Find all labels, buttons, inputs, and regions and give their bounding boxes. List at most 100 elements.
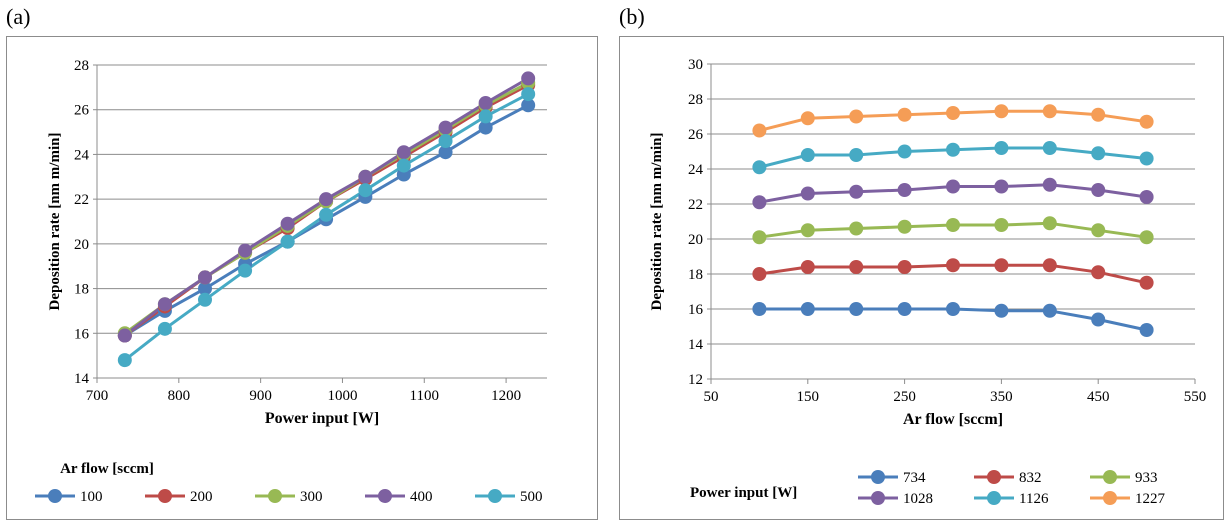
chart-b-series-1227-point [1042,104,1057,119]
chart-a-series-400-point [358,169,373,184]
chart-a-series-500-point [280,234,295,249]
chart-b-x-axis-title: Ar flow [sccm] [903,411,1003,428]
chart-a-legend-label: 400 [410,489,433,505]
chart-b-y-tick-label: 26 [688,127,704,143]
chart-b-series-1126-point [800,148,815,162]
chart-b-series-832-point [1042,258,1057,273]
chart-b-series-1028-point [1139,190,1154,204]
chart-a-legend-label: 100 [80,489,103,505]
chart-a-series-500-point [521,87,536,102]
chart-b-series-832-point [849,260,864,274]
chart-a-y-tick-label: 22 [74,192,89,208]
chart-b-series-832-point [752,267,767,281]
chart-b-series-1028-point [994,179,1009,194]
chart-a-legend-swatch-marker [268,489,282,503]
chart-a-series-400-point [238,243,253,258]
chart-b-legend-title: Power input [W] [690,485,797,501]
chart-b-x-tick-label: 250 [893,389,916,405]
chart-b-legend-swatch-marker [871,470,885,484]
chart-b-series-734-point [752,302,767,316]
chart-a-legend-label: 200 [190,489,213,505]
chart-b-y-tick-label: 18 [688,267,703,283]
chart-b-legend-label: 734 [903,470,926,486]
chart-b-series-1028-point [946,179,960,194]
chart-a-series-400-point [157,297,172,312]
chart-a-series-400-point [521,71,536,86]
chart-a-legend-label: 500 [520,489,543,505]
chart-b-series-832-point [800,260,815,274]
chart-b-series-1227-point [994,104,1009,119]
chart-b-series-933-point [994,218,1009,232]
chart-a-legend-title: Ar flow [sccm] [60,461,154,477]
chart-b-series-1028-point [752,195,767,210]
chart-b-legend-label: 1126 [1019,491,1049,507]
chart-b-series-1028-point [849,184,864,199]
chart-b-frame: 12 14 16 18 20 22 24 26 28 30 50 150 250 350 450 550 Ar … [619,36,1224,520]
chart-b-series-1126-point [946,142,960,157]
chart-b-legend-swatch-marker [1103,470,1117,484]
chart-b-x-tick-label: 550 [1184,389,1207,405]
chart-b-y-tick-label: 20 [688,232,703,248]
chart-b-y-tick-label: 24 [688,162,704,178]
chart-a-legend-swatch-marker [378,489,392,503]
chart-a-legend-swatch-marker [48,489,62,503]
chart-b-series-1028-point [800,186,815,201]
chart-a-x-tick-label: 1100 [410,388,439,404]
chart-b-y-tick-label: 28 [688,92,703,108]
chart-a-series-100-point [478,120,493,135]
chart-a-x-tick-label: 1000 [327,388,357,404]
chart-b-legend-label: 1227 [1135,491,1166,507]
chart-a-y-tick-label: 20 [74,237,89,253]
chart-b-series-734-point [946,302,960,316]
chart-a-y-tick-label: 14 [74,371,90,387]
chart-a-x-axis-title: Power input [W] [265,410,379,427]
chart-b-series-933-point [946,218,960,232]
chart-b-series-1126-point [849,148,864,162]
chart-a-series-500-point [198,292,212,307]
chart-b-series-1227-point [752,123,767,138]
chart-b-series-734-point [1042,303,1057,318]
chart-b-x-tick-label: 150 [797,389,820,405]
chart-a-series-400-point [198,270,212,285]
chart-b-series-832-point [994,258,1009,273]
chart-b-series-1227-point [800,111,815,126]
chart-a-y-axis-title: Deposition rate [nm m/min] [47,133,63,311]
chart-a-series-400-point [319,192,334,207]
chart-b-series-1126-point [1091,146,1106,161]
chart-b-series-734-point [994,303,1009,318]
chart-b-series-1227-point [1091,107,1106,122]
chart-b-series-734-point [1091,312,1106,327]
chart-b-series-832-point [1139,275,1154,290]
chart-b-series-734-point [800,302,815,316]
chart-a-series-500-point [117,353,132,368]
chart-b-series-832-point [946,258,960,273]
chart-b-series-1227-point [946,106,960,120]
chart-b-legend-label: 1028 [903,491,933,507]
chart-b-series-1126-point [897,144,912,159]
chart-a-series-100-point [438,145,453,160]
chart-a-series-400-point [117,328,132,343]
chart-b-y-tick-label: 22 [688,197,703,213]
chart-a-series-400-point [438,120,453,135]
chart-b-series-832-point [1091,265,1106,280]
chart-b-series-1227-point [897,107,912,122]
chart-b-legend-label: 933 [1135,470,1158,486]
chart-b-series-933-point [849,221,864,236]
chart-b-series-734-point [849,302,864,316]
chart-b-series-1028-point [1042,177,1057,192]
chart-a-series-500-line [123,92,529,362]
chart-a-series-500-point [358,183,373,198]
chart-b-x-tick-label: 450 [1087,389,1110,405]
chart-a-series-500-point [319,207,334,222]
chart-a-series-500-point [238,263,253,278]
chart-a-legend-swatch-marker [488,489,502,503]
chart-b-series-832-point [897,260,912,274]
chart-a-y-tick-label: 28 [74,58,89,74]
chart-b-series-734-point [897,302,912,316]
chart-b-legend-swatch-marker [871,491,885,505]
chart-b-series-734-point [1139,323,1154,337]
chart-b-series-933-point [897,219,912,234]
chart-b-legend-label: 832 [1019,470,1042,486]
panel-a-tag: (a) [6,4,31,29]
chart-b-x-tick-label: 50 [704,389,719,405]
